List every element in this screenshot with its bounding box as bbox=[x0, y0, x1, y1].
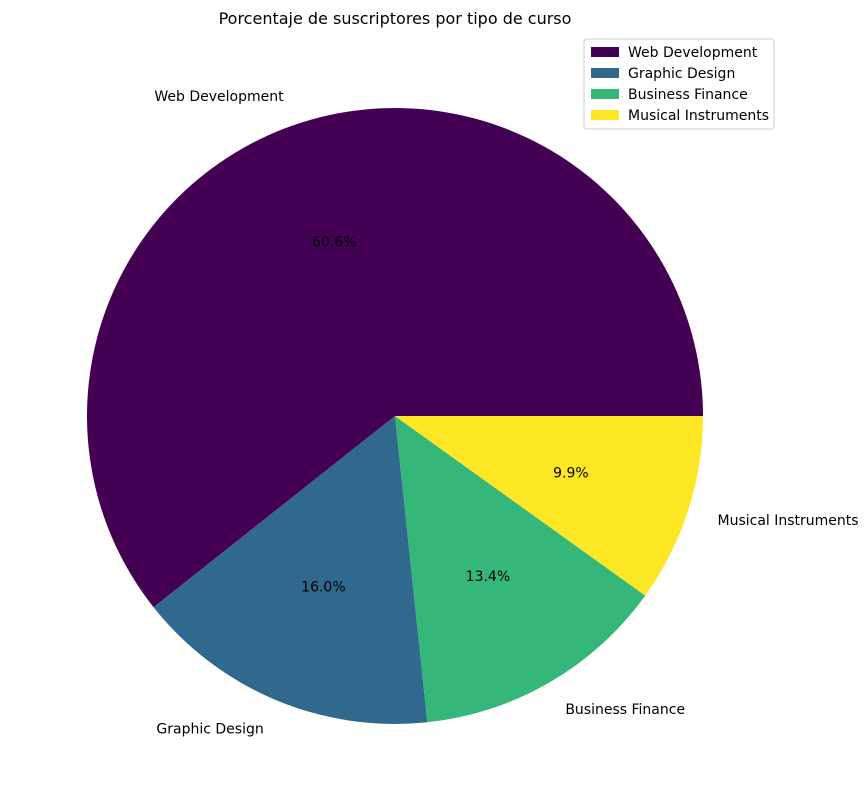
slice-percent-label: 16.0% bbox=[301, 579, 345, 595]
slice-labels: Web Development Graphic Design Business Fi… bbox=[154, 89, 858, 737]
slice-label: Business Finance bbox=[565, 702, 685, 718]
pie-slice-graphic-design bbox=[153, 416, 428, 724]
slice-percent-label: 60.6% bbox=[312, 234, 356, 250]
pie-slice-business-finance bbox=[395, 416, 646, 723]
legend: Web Development Graphic Design Business Fi… bbox=[583, 38, 775, 130]
pie-slices bbox=[87, 108, 704, 724]
legend-entry: Business Finance bbox=[628, 87, 748, 103]
slice-label: Graphic Design bbox=[156, 721, 263, 737]
legend-entry: Graphic Design bbox=[628, 66, 735, 82]
slice-percent-label: 13.4% bbox=[466, 569, 510, 585]
legend-entry: Musical Instruments bbox=[628, 108, 769, 124]
slice-label: Musical Instruments bbox=[718, 513, 859, 529]
slice-percent-label: 9.9% bbox=[553, 466, 589, 482]
legend-swatch bbox=[591, 47, 619, 57]
legend-swatch bbox=[591, 89, 619, 99]
pie-slice-web-development bbox=[87, 108, 704, 608]
legend-box bbox=[583, 38, 775, 130]
chart-title: Porcentaje de suscriptores por tipo de c… bbox=[219, 9, 572, 28]
pie-slice-musical-instruments bbox=[395, 416, 703, 596]
legend-swatch bbox=[591, 68, 619, 78]
slice-label: Web Development bbox=[154, 89, 284, 105]
legend-entry: Web Development bbox=[628, 45, 758, 61]
percent-labels: 60.6% 16.0% 13.4% 9.9% bbox=[301, 234, 589, 595]
legend-swatch bbox=[591, 110, 619, 120]
